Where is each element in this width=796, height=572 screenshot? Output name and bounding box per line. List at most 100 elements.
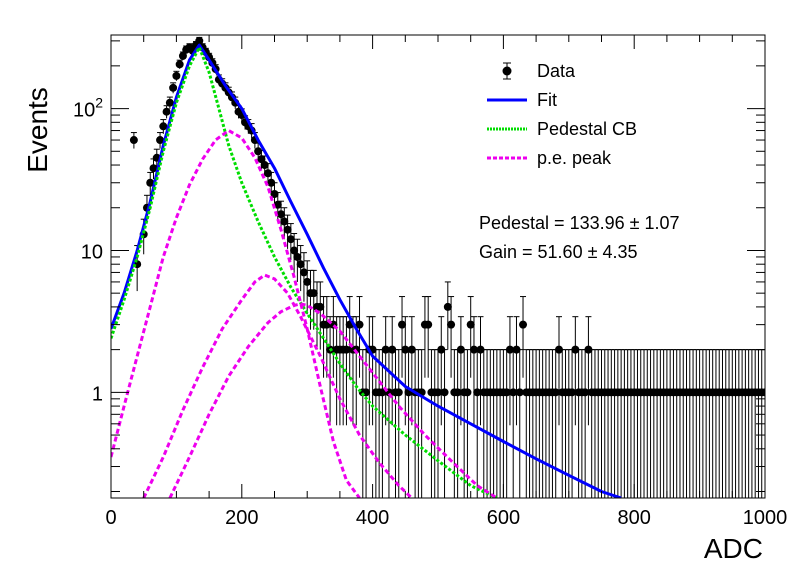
x-tick-label: 600	[487, 507, 520, 529]
data-point	[129, 132, 138, 149]
data-marker	[267, 178, 276, 187]
x-tick-label: 200	[225, 507, 258, 529]
data-marker	[378, 388, 387, 397]
x-axis-title: ADC	[704, 533, 763, 564]
data-point	[456, 316, 465, 426]
data-marker	[463, 388, 472, 397]
data-marker	[407, 345, 416, 354]
data-marker	[257, 155, 266, 164]
y-tick-label: 102	[73, 95, 103, 122]
data-marker	[551, 388, 560, 397]
data-marker	[424, 320, 433, 329]
data-point	[299, 252, 308, 302]
data-point	[159, 119, 168, 134]
data-marker	[476, 345, 485, 354]
data-point	[519, 296, 528, 378]
data-point	[156, 132, 165, 149]
data-marker	[388, 345, 397, 354]
x-tick-label: 0	[105, 507, 116, 529]
legend-item-pe-peak: p.e. peak	[487, 148, 612, 168]
axes-layer: 0 200 400 600 800 1000 1 10 102	[73, 35, 787, 529]
data-marker	[581, 388, 590, 397]
data-point	[290, 233, 299, 274]
data-marker	[146, 178, 155, 187]
data-marker	[584, 345, 593, 354]
data-marker	[286, 235, 295, 244]
legend-label-pe-peak: p.e. peak	[537, 148, 612, 168]
data-point	[270, 182, 279, 208]
legend-item-fit: Fit	[487, 90, 557, 110]
data-point	[469, 316, 478, 426]
data-point	[515, 349, 524, 498]
data-marker	[159, 122, 168, 131]
legend-label-fit: Fit	[537, 90, 557, 110]
data-marker	[178, 51, 187, 60]
data-marker	[156, 136, 165, 145]
data-point	[466, 296, 475, 378]
x-tick-label: 1000	[743, 507, 788, 529]
data-marker	[162, 107, 171, 116]
legend-label-data: Data	[537, 61, 576, 81]
data-marker	[260, 161, 269, 170]
annotation-gain: Gain = 51.60 ± 4.35	[479, 242, 638, 262]
data-marker	[453, 388, 462, 397]
data-marker	[263, 169, 272, 178]
data-marker	[505, 345, 514, 354]
data-marker	[195, 36, 204, 45]
data-marker	[303, 277, 312, 286]
data-point	[195, 36, 204, 45]
data-marker	[519, 320, 528, 329]
data-point	[293, 238, 302, 282]
data-marker	[515, 388, 524, 397]
y-tick-label: 10	[81, 241, 103, 263]
data-marker	[554, 345, 563, 354]
data-marker	[342, 345, 351, 354]
data-point	[505, 316, 514, 426]
data-point	[381, 316, 390, 426]
data-point	[283, 214, 292, 249]
data-point	[463, 349, 472, 498]
data-marker	[283, 225, 292, 234]
data-marker	[299, 268, 308, 277]
data-marker	[434, 388, 442, 397]
data-point	[388, 316, 397, 426]
data-point	[146, 171, 155, 196]
data-marker	[401, 345, 410, 354]
data-marker	[509, 388, 518, 397]
data-marker	[568, 388, 577, 397]
data-marker	[296, 260, 305, 269]
data-marker	[169, 83, 178, 92]
curve-pedestal-cb	[111, 45, 498, 498]
annotation-pedestal: Pedestal = 133.96 ± 1.07	[479, 213, 680, 233]
legend-label-pedestal-cb: Pedestal CB	[537, 119, 637, 139]
data-marker	[254, 147, 263, 156]
legend-item-data: Data	[502, 61, 576, 81]
data-marker	[270, 189, 279, 198]
legend-data-marker	[502, 66, 512, 76]
legend: Data Fit Pedestal CB p.e. peak	[487, 61, 637, 168]
data-point	[554, 316, 563, 426]
data-marker	[172, 71, 181, 80]
data-marker	[293, 252, 302, 261]
data-marker	[447, 320, 456, 329]
y-axis-title: Events	[22, 87, 53, 173]
data-point	[407, 316, 416, 426]
data-point	[584, 316, 593, 426]
legend-item-pedestal-cb: Pedestal CB	[487, 119, 637, 139]
data-marker	[469, 345, 478, 354]
data-marker	[394, 388, 403, 397]
data-marker	[381, 345, 390, 354]
data-point	[424, 296, 433, 378]
data-marker	[280, 217, 289, 226]
data-marker	[309, 289, 318, 298]
data-marker	[473, 388, 482, 397]
data-marker	[398, 320, 407, 329]
data-marker	[571, 345, 580, 354]
data-point	[476, 316, 485, 426]
data-point	[316, 281, 325, 350]
data-point	[309, 269, 318, 330]
data-point	[169, 82, 178, 94]
data-point	[440, 349, 449, 498]
data-marker	[129, 136, 138, 145]
